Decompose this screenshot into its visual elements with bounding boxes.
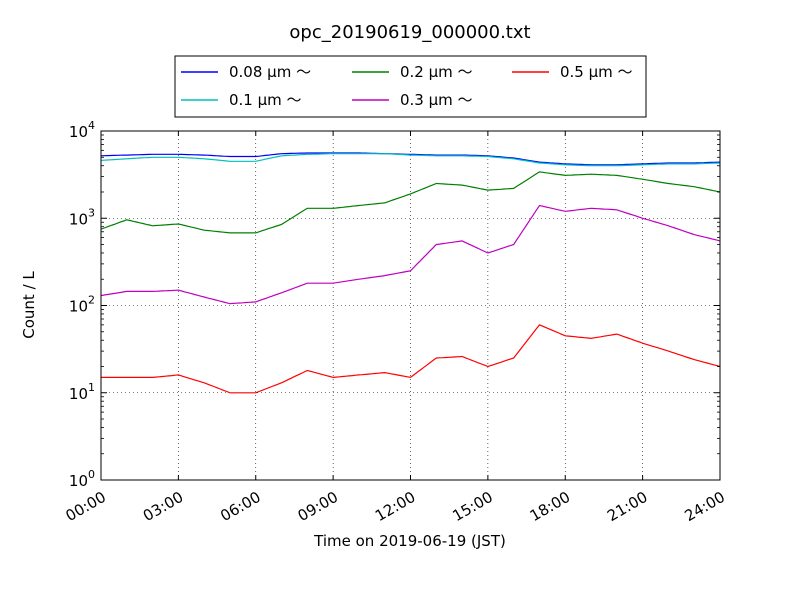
series-line-2: [100, 171, 721, 234]
y-tick-label: 103: [69, 206, 95, 228]
y-tick-label: 100: [69, 468, 95, 490]
y-tick-label: 101: [69, 381, 95, 403]
legend-box: [174, 55, 647, 118]
series-line-0: [100, 152, 721, 166]
series-line-1: [100, 153, 721, 167]
axis-ticks: [100, 130, 721, 481]
y-tick-label: 104: [69, 119, 95, 141]
y-tick-label: 102: [69, 294, 95, 316]
series-line-3: [100, 204, 721, 305]
legend-label: 0.2 μm ～: [400, 63, 473, 81]
data-series: [100, 152, 721, 394]
legend-label: 0.1 μm ～: [229, 91, 302, 109]
series-line-4: [101, 324, 721, 394]
legend-label: 0.5 μm ～: [560, 63, 633, 81]
chart-title: opc_20190619_000000.txt: [289, 22, 530, 43]
legend-label: 0.08 μm ～: [229, 63, 311, 81]
x-axis-label: Time on 2019-06-19 (JST): [313, 532, 506, 550]
legend-label: 0.3 μm ～: [400, 91, 473, 109]
y-tick-labels: 100 101 102 103 104: [69, 119, 95, 490]
legend: 0.08 μm ～ 0.1 μm ～ 0.2 μm ～ 0.3 μm ～ 0.5 μm …: [174, 55, 647, 118]
y-axis-label: Count / L: [20, 271, 38, 339]
